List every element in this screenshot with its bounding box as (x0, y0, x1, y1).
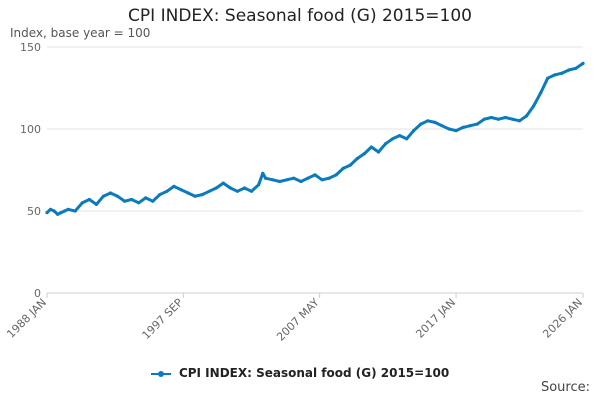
data-point[interactable] (101, 194, 105, 198)
x-tick-label: 2026 JAN (540, 296, 585, 341)
legend-label: CPI INDEX: Seasonal food (G) 2015=100 (178, 366, 450, 380)
data-point[interactable] (419, 122, 423, 126)
data-point[interactable] (503, 115, 507, 120)
data-point[interactable] (355, 156, 359, 161)
data-point[interactable] (214, 186, 218, 190)
data-point[interactable] (158, 193, 162, 197)
data-point[interactable] (447, 127, 451, 131)
data-point[interactable] (383, 142, 388, 146)
data-point[interactable] (207, 189, 211, 193)
data-point[interactable] (468, 124, 472, 128)
y-tick-label: 100 (20, 123, 41, 136)
data-point[interactable] (574, 66, 578, 70)
data-point[interactable] (292, 176, 296, 180)
data-point[interactable] (433, 120, 437, 124)
data-point[interactable] (306, 176, 310, 180)
data-point[interactable] (454, 129, 458, 133)
data-point[interactable] (249, 189, 254, 193)
data-point[interactable] (52, 209, 56, 213)
data-point[interactable] (264, 176, 268, 180)
data-point[interactable] (334, 173, 338, 177)
data-point[interactable] (398, 134, 402, 138)
data-point[interactable] (278, 179, 282, 184)
data-point[interactable] (123, 199, 127, 203)
data-point[interactable] (63, 209, 67, 213)
data-point[interactable] (165, 189, 169, 193)
data-point[interactable] (137, 201, 141, 205)
data-point[interactable] (348, 163, 352, 167)
x-tick-label: 1988 JAN (4, 296, 49, 341)
data-point[interactable] (405, 137, 409, 141)
chart-title: CPI INDEX: Seasonal food (G) 2015=100 (128, 6, 472, 26)
data-point[interactable] (45, 211, 49, 215)
data-point[interactable] (242, 186, 247, 190)
data-point[interactable] (461, 125, 465, 129)
data-point[interactable] (475, 122, 479, 126)
data-point[interactable] (193, 194, 197, 198)
data-point[interactable] (299, 179, 303, 184)
series-line-0[interactable] (45, 61, 585, 216)
data-point[interactable] (313, 173, 317, 177)
data-point[interactable] (567, 68, 571, 72)
data-point[interactable] (48, 207, 53, 211)
data-point[interactable] (320, 178, 324, 182)
data-point[interactable] (186, 191, 190, 195)
data-point[interactable] (66, 207, 70, 211)
data-point[interactable] (376, 150, 381, 154)
data-point[interactable] (391, 137, 395, 141)
data-point[interactable] (144, 196, 148, 200)
data-point[interactable] (271, 178, 275, 182)
source-label: Source: (540, 380, 590, 395)
data-point[interactable] (172, 184, 176, 188)
data-point[interactable] (482, 117, 486, 121)
data-point[interactable] (440, 124, 444, 128)
data-point[interactable] (59, 211, 63, 215)
data-point[interactable] (369, 145, 373, 149)
data-point[interactable] (553, 73, 557, 77)
data-point[interactable] (94, 202, 98, 206)
data-point[interactable] (489, 115, 493, 120)
x-tick-label: 2007 MAY (274, 296, 322, 344)
data-point[interactable] (426, 119, 430, 123)
legend-line-icon (150, 370, 171, 377)
data-point[interactable] (261, 171, 265, 175)
data-point[interactable] (581, 61, 585, 65)
data-point[interactable] (235, 189, 239, 193)
y-axis-unit-label: Index, base year = 100 (10, 26, 151, 40)
data-point[interactable] (546, 76, 550, 80)
data-point[interactable] (108, 191, 113, 195)
data-point[interactable] (257, 183, 261, 187)
data-point[interactable] (285, 178, 289, 182)
data-point[interactable] (115, 194, 120, 198)
data-point[interactable] (179, 188, 183, 192)
y-tick-label: 50 (27, 205, 41, 218)
x-tick-label: 1997 SEP (140, 296, 186, 342)
data-point[interactable] (228, 186, 232, 190)
data-point[interactable] (73, 209, 77, 213)
data-point[interactable] (87, 197, 91, 202)
data-point[interactable] (327, 176, 331, 180)
data-point[interactable] (496, 117, 500, 121)
data-point[interactable] (412, 129, 416, 133)
data-point[interactable] (221, 181, 225, 185)
data-point[interactable] (532, 104, 536, 108)
data-point[interactable] (525, 114, 529, 118)
x-tick-label: 2017 JAN (413, 296, 458, 341)
data-point[interactable] (130, 197, 134, 202)
data-point[interactable] (151, 199, 155, 203)
data-point[interactable] (56, 212, 60, 216)
data-point[interactable] (560, 71, 564, 75)
data-point[interactable] (80, 201, 84, 205)
y-tick-label: 0 (34, 287, 41, 300)
data-point[interactable] (362, 152, 366, 156)
data-point[interactable] (341, 166, 345, 170)
data-point[interactable] (510, 117, 515, 121)
legend[interactable]: CPI INDEX: Seasonal food (G) 2015=100 (0, 366, 600, 380)
y-tick-label: 150 (20, 41, 41, 54)
data-point[interactable] (517, 119, 522, 123)
data-point[interactable] (539, 91, 543, 95)
data-point[interactable] (200, 193, 204, 197)
